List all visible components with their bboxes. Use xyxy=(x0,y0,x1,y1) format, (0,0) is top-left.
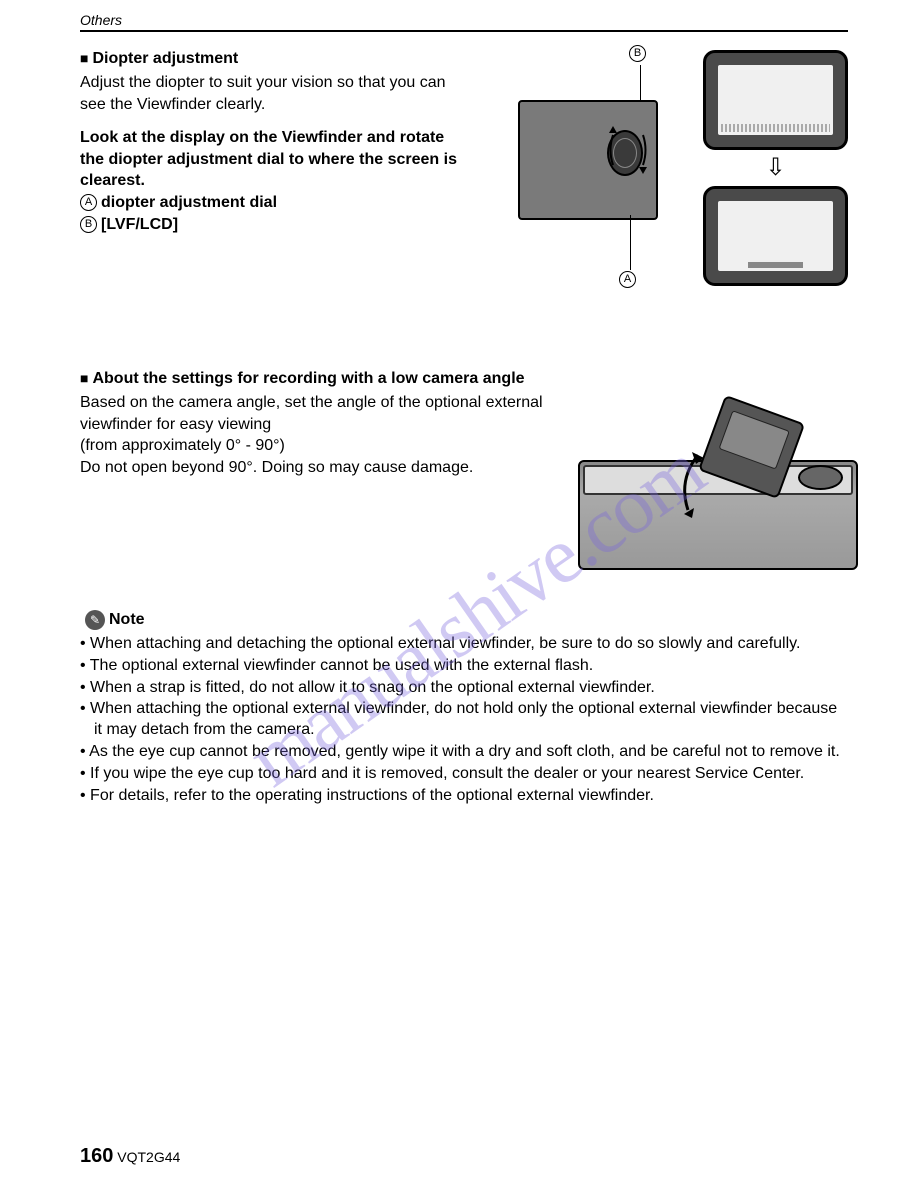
note-section: ✎ Note When attaching and detaching the … xyxy=(80,610,848,806)
label-b-line: B[LVF/LCD] xyxy=(80,214,460,236)
page-footer: 160 VQT2G44 xyxy=(80,1145,180,1168)
note-item: When attaching and detaching the optiona… xyxy=(80,634,848,655)
section-header: Others xyxy=(80,12,848,28)
diopter-instruction: Look at the display on the Viewfinder an… xyxy=(80,127,460,192)
label-a-pointer xyxy=(630,215,631,270)
angle-section: ■About the settings for recording with a… xyxy=(80,370,848,600)
note-header: ✎ Note xyxy=(85,610,848,630)
circled-a-icon: A xyxy=(80,194,97,211)
angle-line3: Do not open beyond 90°. Doing so may cau… xyxy=(80,457,580,479)
angle-line2: (from approximately 0° - 90°) xyxy=(80,435,580,457)
diagram-label-b: B xyxy=(629,45,650,62)
diopter-title-text: Diopter adjustment xyxy=(92,50,238,67)
square-bullet-icon: ■ xyxy=(80,50,88,66)
viewfinder-comparison: ⇩ xyxy=(703,50,848,286)
down-arrow-icon: ⇩ xyxy=(765,156,785,180)
note-list: When attaching and detaching the optiona… xyxy=(80,634,848,806)
camera-angle-diagram xyxy=(578,390,858,590)
circled-b-icon: B xyxy=(80,216,97,233)
note-item: For details, refer to the operating inst… xyxy=(80,786,848,807)
angle-title-text: About the settings for recording with a … xyxy=(92,370,524,387)
diopter-diagrams: B A ⇩ xyxy=(518,50,848,286)
note-item: If you wipe the eye cup too hard and it … xyxy=(80,764,848,785)
note-item: When attaching the optional external vie… xyxy=(80,699,848,741)
viewfinder-blurry xyxy=(703,50,848,150)
angle-text-block: Based on the camera angle, set the angle… xyxy=(80,392,580,478)
note-item: As the eye cup cannot be removed, gently… xyxy=(80,742,848,763)
viewfinder-sharp xyxy=(703,186,848,286)
page-number: 160 xyxy=(80,1145,113,1167)
mode-dial-shape xyxy=(798,465,843,490)
camera-dial-diagram: B A xyxy=(518,50,688,280)
tilt-arrow-icon xyxy=(668,440,788,540)
angle-line1: Based on the camera angle, set the angle… xyxy=(80,392,580,435)
diopter-section: ■Diopter adjustment Adjust the diopter t… xyxy=(80,50,848,330)
header-divider xyxy=(80,30,848,32)
label-b-text: [LVF/LCD] xyxy=(101,216,178,233)
diopter-title: ■Diopter adjustment xyxy=(80,50,460,68)
vf-blurry-display xyxy=(718,65,833,135)
diopter-text-block: ■Diopter adjustment Adjust the diopter t… xyxy=(80,50,460,235)
note-title: Note xyxy=(109,611,145,629)
diopter-intro: Adjust the diopter to suit your vision s… xyxy=(80,72,460,115)
note-item: The optional external viewfinder cannot … xyxy=(80,656,848,677)
diagram-label-a: A xyxy=(619,271,640,288)
manual-page: Others ■Diopter adjustment Adjust the di… xyxy=(0,0,918,1188)
note-icon: ✎ xyxy=(85,610,105,630)
angle-title: ■About the settings for recording with a… xyxy=(80,370,848,388)
label-a-text: diopter adjustment dial xyxy=(101,194,277,211)
note-item: When a strap is fitted, do not allow it … xyxy=(80,678,848,699)
vf-sharp-display xyxy=(718,201,833,271)
document-id: VQT2G44 xyxy=(117,1149,180,1165)
square-bullet-icon: ■ xyxy=(80,370,88,386)
label-a-line: Adiopter adjustment dial xyxy=(80,192,460,214)
rotation-arrow-icon xyxy=(603,120,653,180)
